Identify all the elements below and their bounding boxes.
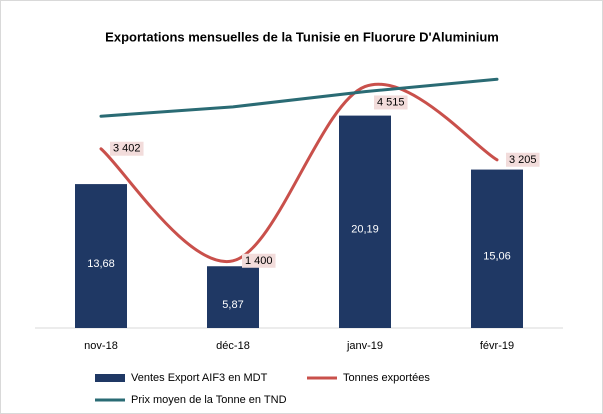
data-label: 5,87 <box>222 299 243 311</box>
data-label: 3 205 <box>509 154 537 166</box>
x-tick-label: janv-19 <box>346 340 383 352</box>
x-tick-label: nov-18 <box>84 340 118 352</box>
data-label: 4 515 <box>377 96 405 108</box>
chart-title: Exportations mensuelles de la Tunisie en… <box>105 29 499 44</box>
data-label: 13,68 <box>87 258 115 270</box>
legend-swatch <box>95 374 125 382</box>
data-label-box <box>374 95 408 110</box>
data-label: 20,19 <box>351 224 379 236</box>
bar <box>207 266 259 328</box>
bar <box>339 115 391 328</box>
bar <box>471 169 523 328</box>
bar <box>75 184 127 328</box>
legend-label: Tonnes exportées <box>343 372 430 384</box>
line <box>99 77 499 118</box>
data-label: 3 402 <box>113 143 141 155</box>
x-tick-label: févr-19 <box>480 340 514 352</box>
data-label: 15,06 <box>483 251 511 263</box>
data-label: 1 400 <box>245 255 273 267</box>
line <box>99 82 499 263</box>
legend-label: Ventes Export AIF3 en MDT <box>131 372 268 384</box>
data-label-box <box>506 152 540 167</box>
legend-label: Prix moyen de la Tonne en TND <box>131 394 287 406</box>
data-label-box <box>110 141 144 156</box>
data-label-box <box>242 253 276 268</box>
x-tick-label: déc-18 <box>216 340 250 352</box>
